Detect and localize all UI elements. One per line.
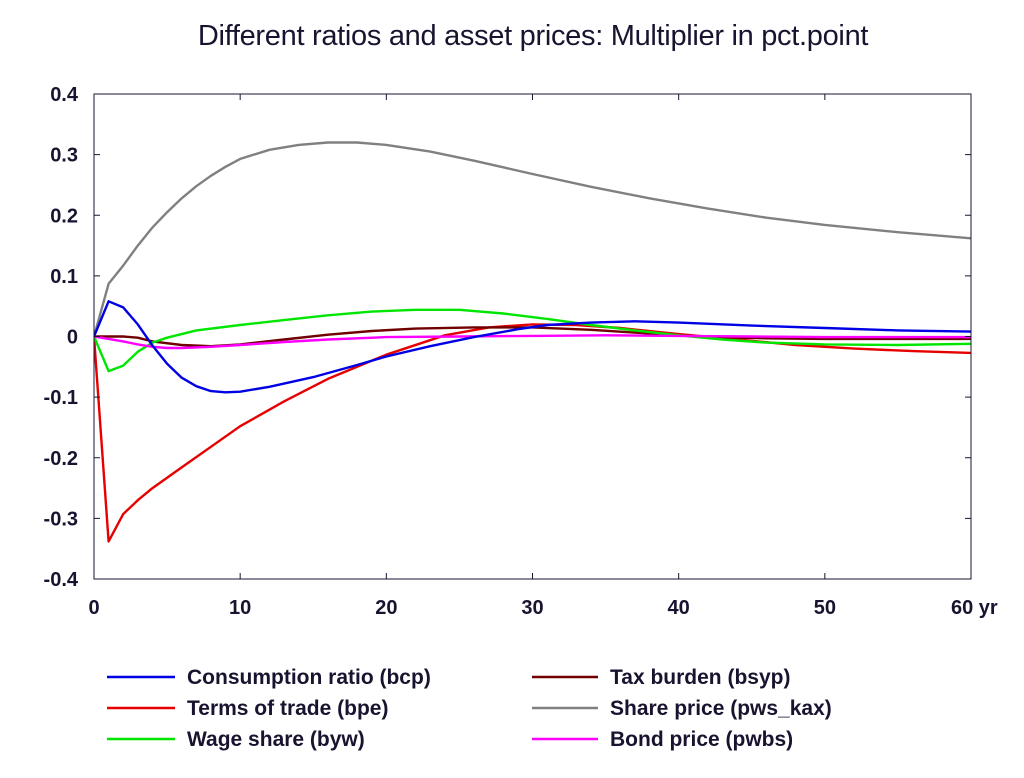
series-line-2 bbox=[94, 308, 971, 373]
y-tick-label: 0.2 bbox=[50, 205, 78, 227]
series-line-5 bbox=[94, 334, 971, 350]
y-tick-label: 0.1 bbox=[50, 266, 78, 288]
x-tick-label: 30 bbox=[521, 597, 543, 619]
y-tick-label: 0.4 bbox=[50, 84, 79, 106]
y-tick-label: -0.1 bbox=[44, 387, 78, 409]
legend-label: Wage share (byw) bbox=[187, 728, 365, 751]
x-tick-label: 50 bbox=[814, 597, 836, 619]
axis-ticks: 0.4 0.3 0.2 0.1 0 -0.1 -0.2 -0.3 -0.4 0 10 20 30 40 50… bbox=[44, 84, 998, 619]
legend-label: Share price (pws_kax) bbox=[610, 697, 832, 720]
chart-title: Different ratios and asset prices: Multi… bbox=[197, 20, 869, 52]
legend-label: Tax burden (bsyp) bbox=[610, 666, 790, 689]
series-line-1 bbox=[94, 323, 971, 543]
y-tick-label: -0.2 bbox=[44, 448, 78, 470]
x-tick-label: 60 yr bbox=[951, 597, 998, 619]
y-tick-label: 0 bbox=[67, 327, 78, 349]
x-tick-label: 20 bbox=[375, 597, 397, 619]
series-line-0 bbox=[94, 300, 971, 394]
legend: Consumption ratio (bcp) Terms of trade (b… bbox=[107, 666, 832, 751]
legend-label: Terms of trade (bpe) bbox=[187, 697, 388, 720]
x-tick-label: 10 bbox=[229, 597, 251, 619]
x-tick-label: 40 bbox=[668, 597, 690, 619]
series-line-4 bbox=[94, 141, 971, 337]
y-tick-label: -0.3 bbox=[44, 508, 78, 530]
legend-label: Bond price (pwbs) bbox=[610, 728, 793, 751]
series-layer bbox=[94, 141, 971, 543]
legend-label: Consumption ratio (bcp) bbox=[187, 666, 431, 689]
y-tick-label: 0.3 bbox=[50, 145, 78, 167]
x-tick-label: 0 bbox=[88, 597, 99, 619]
y-tick-label: -0.4 bbox=[44, 569, 79, 591]
